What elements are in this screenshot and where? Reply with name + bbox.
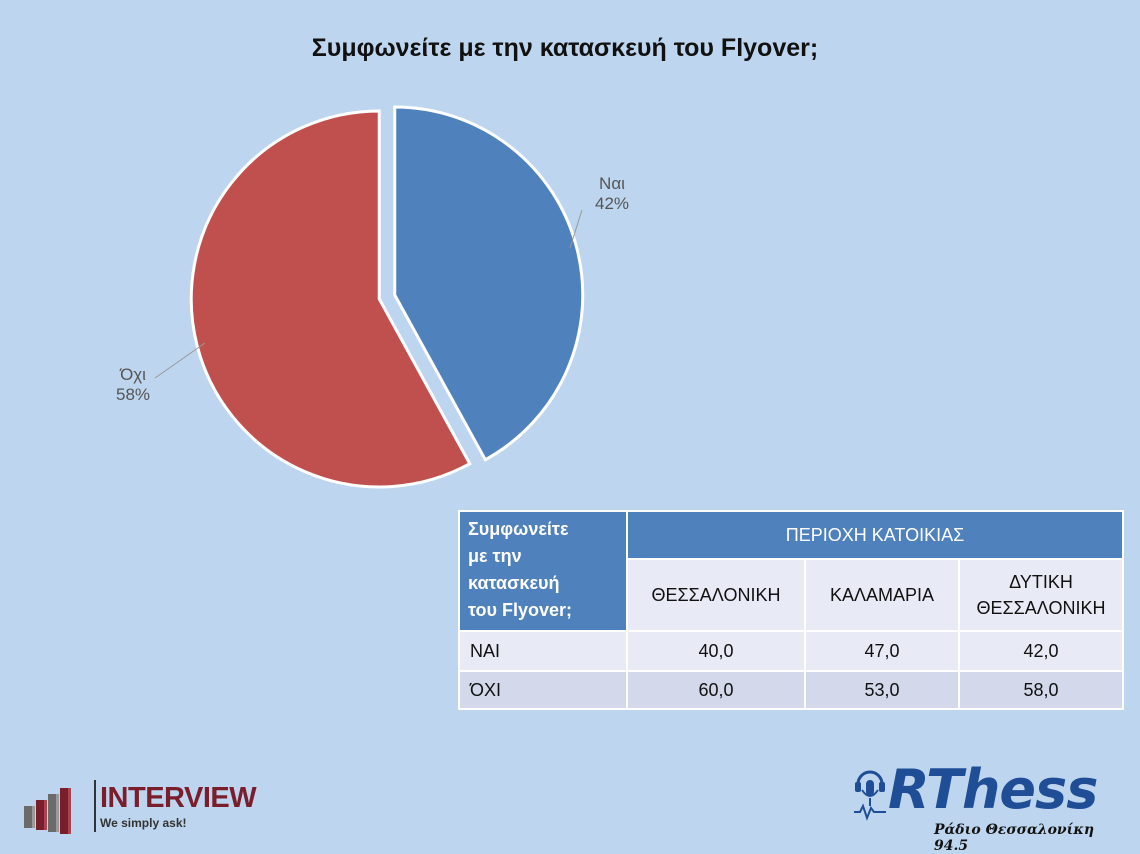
slice-label-yes: Ναι xyxy=(599,174,625,193)
slice-value-no: 58% xyxy=(116,385,150,404)
bar-chart-logo-icon xyxy=(24,788,71,834)
chart-title: Συμφωνείτε με την κατασκευή του Flyover; xyxy=(311,34,819,62)
group-header: ΠΕΡΙΟΧΗ ΚΑΤΟΙΚΙΑΣ xyxy=(626,510,1124,560)
corner-line: με την xyxy=(468,546,522,566)
column-header-line: ΚΑΛΑΜΑΡΙΑ xyxy=(829,585,935,605)
pie-slice-no xyxy=(189,109,472,489)
slice-value-yes: 42% xyxy=(595,194,629,213)
leader-line-no xyxy=(154,342,206,379)
microphone-headphones-icon xyxy=(854,770,886,821)
corner-line: του Flyover; xyxy=(468,600,573,620)
slice-label-no: Όχι xyxy=(119,365,146,384)
table-cell: 53,0 xyxy=(804,670,960,710)
rthess-subtitle: Ράδιο Θεσσαλονίκη 94.5 xyxy=(934,822,1095,854)
table-cell: 40,0 xyxy=(626,630,806,672)
column-header-kalamaria: ΚΑΛΑΜΑΡΙΑ xyxy=(804,558,960,632)
logo-divider xyxy=(94,780,96,832)
logo-wordmark: INTERVIEW xyxy=(100,782,257,814)
table-cell: 60,0 xyxy=(626,670,806,710)
rthess-logo: RThess Ράδιο Θεσσαλονίκη 94.5 xyxy=(848,758,1130,854)
column-header-west-thessaloniki: ΔΥΤΙΚΗ ΘΕΣΣΑΛΟΝΙΚΗ xyxy=(958,558,1124,632)
table-corner-header: Συμφωνείτε με την κατασκευή του Flyover; xyxy=(458,510,628,632)
interview-logo: INTERVIEW We simply ask! xyxy=(22,776,272,838)
table-row: ΌΧΙ 60,0 53,0 58,0 xyxy=(458,670,1124,710)
column-header-line: ΘΕΣΣΑΛΟΝΙΚΗ xyxy=(651,585,781,605)
column-header-line: ΔΥΤΙΚΗ xyxy=(1009,572,1073,592)
rthess-wordmark: RThess xyxy=(888,758,1098,821)
results-table: Συμφωνείτε με την κατασκευή του Flyover;… xyxy=(458,510,1124,710)
table-cell: 58,0 xyxy=(958,670,1124,710)
leader-line-yes xyxy=(569,209,583,249)
row-label: ΝΑΙ xyxy=(458,630,628,672)
table-row: ΝΑΙ 40,0 47,0 42,0 xyxy=(458,630,1124,672)
table-cell: 42,0 xyxy=(958,630,1124,672)
corner-line: Συμφωνείτε xyxy=(468,519,569,539)
corner-line: κατασκευή xyxy=(468,573,560,593)
table-cell: 47,0 xyxy=(804,630,960,672)
column-header-thessaloniki: ΘΕΣΣΑΛΟΝΙΚΗ xyxy=(626,558,806,632)
column-header-line: ΘΕΣΣΑΛΟΝΙΚΗ xyxy=(976,598,1106,618)
row-label: ΌΧΙ xyxy=(458,670,628,710)
logo-tagline: We simply ask! xyxy=(100,816,187,830)
pie-slice-yes xyxy=(393,105,585,462)
